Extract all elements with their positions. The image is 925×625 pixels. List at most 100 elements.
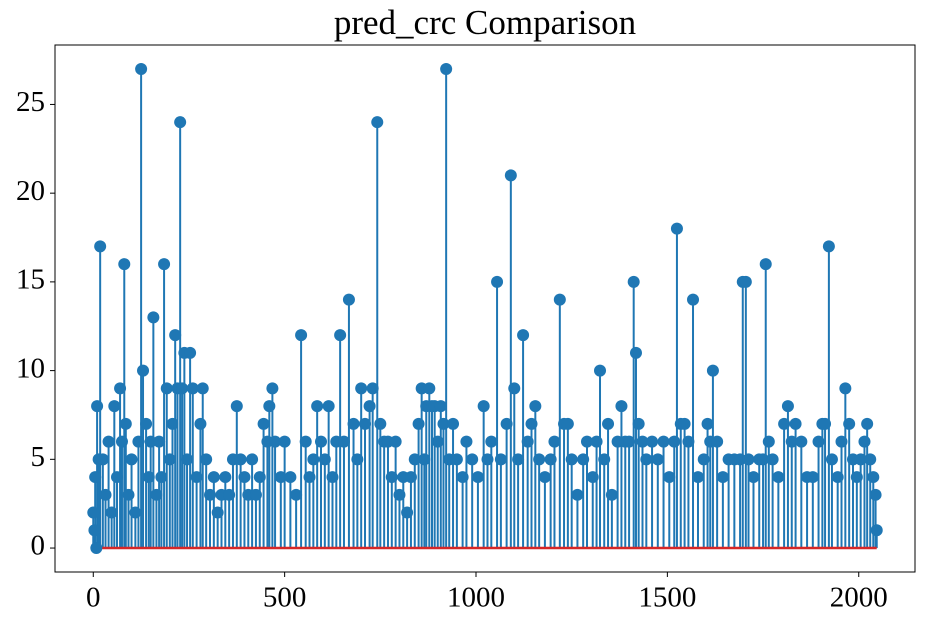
marker [565,453,578,466]
marker [657,435,670,448]
marker [102,435,115,448]
marker [311,400,324,413]
marker [166,417,179,430]
marker [434,400,447,413]
marker [105,506,118,519]
marker [359,417,372,430]
marker [408,453,421,466]
marker [223,488,236,501]
marker [160,382,173,395]
marker [759,258,772,271]
marker [460,435,473,448]
marker [200,453,213,466]
marker [437,417,450,430]
marker [843,417,856,430]
marker [481,453,494,466]
marker [561,417,574,430]
marker [447,417,460,430]
marker [571,488,584,501]
marker [615,400,628,413]
marker [580,435,593,448]
marker [94,240,107,253]
marker [418,453,431,466]
marker [640,453,653,466]
marker [295,329,308,342]
y-tick-label: 15 [16,264,45,296]
marker [742,453,755,466]
y-tick-label: 5 [31,441,46,473]
marker [307,453,320,466]
marker [553,293,566,306]
marker [835,435,848,448]
marker [122,488,135,501]
marker [257,417,270,430]
marker [525,417,538,430]
marker [691,471,704,484]
marker [135,62,148,75]
marker [342,293,355,306]
marker [825,453,838,466]
x-tick-label: 1000 [447,582,505,614]
marker [521,435,534,448]
marker [334,329,347,342]
marker [646,435,659,448]
marker [371,116,384,129]
marker [347,417,360,430]
marker [423,382,436,395]
marker [169,329,182,342]
marker [701,417,714,430]
marker [89,471,102,484]
marker [278,435,291,448]
marker [602,417,615,430]
marker [366,382,379,395]
marker [806,471,819,484]
marker [456,471,469,484]
y-tick-label: 20 [16,175,45,207]
chart-title: pred_crc Comparison [334,3,636,42]
marker [363,400,376,413]
marker [266,382,279,395]
marker [517,329,530,342]
marker [716,471,729,484]
marker [207,471,220,484]
y-tick-label: 0 [31,530,46,562]
x-tick-label: 2000 [830,582,888,614]
marker [864,453,877,466]
marker [795,435,808,448]
marker [230,400,243,413]
marker [504,169,517,182]
marker [322,400,335,413]
marker [538,471,551,484]
marker [590,435,603,448]
marker [163,453,176,466]
marker [269,435,282,448]
marker [129,506,142,519]
marker [108,400,121,413]
marker [812,435,825,448]
marker [196,382,209,395]
marker [491,275,504,288]
marker [290,488,303,501]
marker [789,417,802,430]
marker [118,258,131,271]
marker [96,453,109,466]
marker [548,435,561,448]
marker [91,400,104,413]
marker [747,471,760,484]
marker [734,453,747,466]
marker [594,364,607,377]
marker [87,506,100,519]
marker [494,453,507,466]
marker [869,488,882,501]
marker [500,417,513,430]
marker [466,453,479,466]
y-tick-label: 25 [16,86,45,118]
marker [839,382,852,395]
y-tick-label: 10 [16,352,45,384]
marker [190,471,203,484]
marker [819,417,832,430]
marker [140,417,153,430]
marker [627,275,640,288]
marker [355,382,368,395]
marker [867,471,880,484]
